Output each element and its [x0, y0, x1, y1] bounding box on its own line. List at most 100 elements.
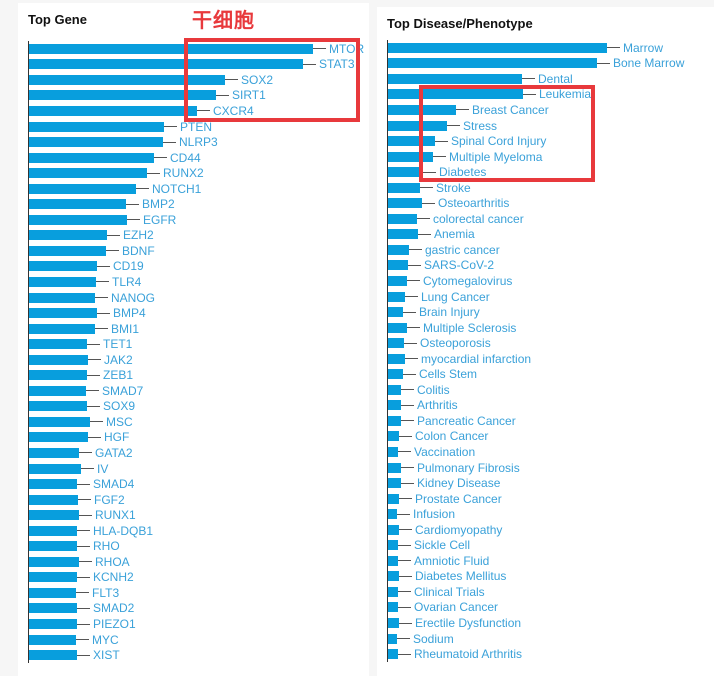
top-disease-bar[interactable] — [388, 649, 398, 660]
top-gene-bar-label[interactable]: SMAD7 — [102, 383, 144, 398]
top-disease-bar-label[interactable]: Prostate Cancer — [415, 491, 502, 506]
top-disease-bar-label[interactable]: Colitis — [417, 382, 450, 397]
top-gene-bar-label[interactable]: TLR4 — [112, 274, 142, 289]
top-disease-bar[interactable] — [388, 104, 456, 115]
top-gene-bar-label[interactable]: NANOG — [111, 290, 156, 305]
top-disease-bar-label[interactable]: Kidney Disease — [417, 476, 501, 491]
top-disease-bar-label[interactable]: Pancreatic Cancer — [417, 413, 516, 428]
top-disease-bar-label[interactable]: Stroke — [436, 180, 471, 195]
top-gene-bar-label[interactable]: PTEN — [180, 119, 213, 134]
top-gene-bar[interactable] — [29, 323, 95, 334]
top-gene-bar-label[interactable]: RUNX1 — [95, 508, 136, 523]
top-disease-bar[interactable] — [388, 540, 398, 551]
top-gene-bar[interactable] — [29, 339, 87, 350]
top-disease-bar-label[interactable]: Stress — [463, 118, 498, 133]
top-disease-bar[interactable] — [388, 89, 523, 100]
top-gene-bar-label[interactable]: RHO — [93, 539, 120, 554]
top-gene-bar[interactable] — [29, 525, 77, 536]
top-disease-bar[interactable] — [388, 291, 405, 302]
top-disease-bar[interactable] — [388, 229, 418, 240]
top-disease-bar-label[interactable]: Vaccination — [414, 444, 476, 459]
top-disease-bar[interactable] — [388, 198, 422, 209]
top-gene-bar-label[interactable]: STAT3 — [319, 57, 355, 72]
top-disease-bar-label[interactable]: Diabetes Mellitus — [415, 569, 507, 584]
top-disease-bar[interactable] — [388, 571, 399, 582]
top-gene-bar[interactable] — [29, 463, 81, 474]
top-disease-bar-label[interactable]: Diabetes — [439, 165, 487, 180]
top-gene-bar-label[interactable]: MTOR — [329, 41, 365, 56]
top-disease-bar[interactable] — [388, 73, 522, 84]
top-disease-bar-label[interactable]: Rheumatoid Arthritis — [414, 647, 523, 662]
top-gene-bar[interactable] — [29, 276, 96, 287]
top-gene-bar[interactable] — [29, 74, 225, 85]
top-disease-bar-label[interactable]: Dental — [538, 71, 573, 86]
top-gene-bar[interactable] — [29, 43, 313, 54]
top-disease-bar-label[interactable]: Cells Stem — [419, 367, 478, 382]
top-gene-bar-label[interactable]: SIRT1 — [232, 88, 266, 103]
top-gene-bar-label[interactable]: RHOA — [95, 554, 130, 569]
top-gene-bar[interactable] — [29, 650, 77, 661]
top-disease-bar-label[interactable]: Ovarian Cancer — [414, 600, 499, 615]
top-gene-bar[interactable] — [29, 245, 106, 256]
top-gene-bar-label[interactable]: CD19 — [113, 259, 144, 274]
top-gene-bar-label[interactable]: FGF2 — [94, 492, 125, 507]
top-disease-bar-label[interactable]: Osteoarthritis — [438, 196, 510, 211]
top-gene-bar[interactable] — [29, 308, 97, 319]
top-disease-bar-label[interactable]: Leukemia — [539, 87, 592, 102]
top-gene-bar[interactable] — [29, 510, 79, 521]
top-gene-bar-label[interactable]: ZEB1 — [103, 368, 134, 383]
top-gene-bar[interactable] — [29, 199, 126, 210]
top-gene-bar-label[interactable]: SOX9 — [103, 399, 136, 414]
top-gene-bar-label[interactable]: MSC — [106, 414, 133, 429]
top-disease-bar[interactable] — [388, 167, 423, 178]
top-disease-bar-label[interactable]: Arthritis — [417, 398, 458, 413]
top-disease-bar[interactable] — [388, 524, 399, 535]
top-gene-bar-label[interactable]: BMP4 — [113, 306, 146, 321]
top-disease-bar[interactable] — [388, 384, 401, 395]
top-gene-bar-label[interactable]: SMAD4 — [93, 477, 135, 492]
top-disease-bar-label[interactable]: Clinical Trials — [414, 584, 485, 599]
top-disease-bar[interactable] — [388, 369, 403, 380]
top-disease-bar[interactable] — [388, 58, 597, 69]
top-disease-bar[interactable] — [388, 275, 407, 286]
top-disease-bar-label[interactable]: Bone Marrow — [613, 56, 685, 71]
top-disease-bar-label[interactable]: colorectal cancer — [433, 211, 524, 226]
top-gene-bar[interactable] — [29, 59, 303, 70]
top-disease-bar[interactable] — [388, 307, 403, 318]
top-disease-bar[interactable] — [388, 493, 399, 504]
top-disease-bar-label[interactable]: Breast Cancer — [472, 102, 549, 117]
top-gene-bar[interactable] — [29, 168, 147, 179]
top-gene-bar[interactable] — [29, 572, 77, 583]
top-gene-bar-label[interactable]: HGF — [104, 430, 130, 445]
top-disease-bar-label[interactable]: Multiple Myeloma — [449, 149, 543, 164]
top-gene-bar[interactable] — [29, 137, 163, 148]
top-gene-bar[interactable] — [29, 556, 79, 567]
top-disease-bar[interactable] — [388, 42, 607, 53]
top-gene-bar[interactable] — [29, 214, 127, 225]
top-gene-bar[interactable] — [29, 261, 97, 272]
top-gene-bar[interactable] — [29, 121, 164, 132]
top-disease-bar[interactable] — [388, 151, 433, 162]
top-disease-bar-label[interactable]: Sickle Cell — [414, 538, 471, 553]
top-disease-bar[interactable] — [388, 462, 401, 473]
top-gene-bar-label[interactable]: NOTCH1 — [152, 181, 202, 196]
top-gene-bar[interactable] — [29, 541, 77, 552]
top-gene-bar-label[interactable]: JAK2 — [104, 352, 133, 367]
top-disease-bar-label[interactable]: Brain Injury — [419, 305, 480, 320]
top-gene-bar[interactable] — [29, 619, 77, 629]
top-gene-bar[interactable] — [29, 90, 216, 101]
top-disease-bar-label[interactable]: Marrow — [623, 40, 664, 55]
top-disease-bar[interactable] — [388, 353, 405, 364]
top-disease-bar-label[interactable]: SARS-CoV-2 — [424, 258, 495, 273]
top-gene-bar[interactable] — [29, 105, 197, 116]
top-gene-bar-label[interactable]: RUNX2 — [163, 166, 204, 181]
top-disease-bar[interactable] — [388, 586, 398, 597]
top-gene-bar-label[interactable]: MYC — [92, 632, 119, 647]
top-gene-bar[interactable] — [29, 292, 95, 303]
top-disease-bar[interactable] — [388, 400, 401, 411]
top-gene-bar[interactable] — [29, 152, 154, 163]
top-gene-bar-label[interactable]: TET1 — [103, 337, 133, 352]
top-disease-bar-label[interactable]: Colon Cancer — [415, 429, 489, 444]
top-disease-bar-label[interactable]: Cardiomyopathy — [415, 522, 503, 537]
top-disease-bar[interactable] — [388, 633, 397, 644]
